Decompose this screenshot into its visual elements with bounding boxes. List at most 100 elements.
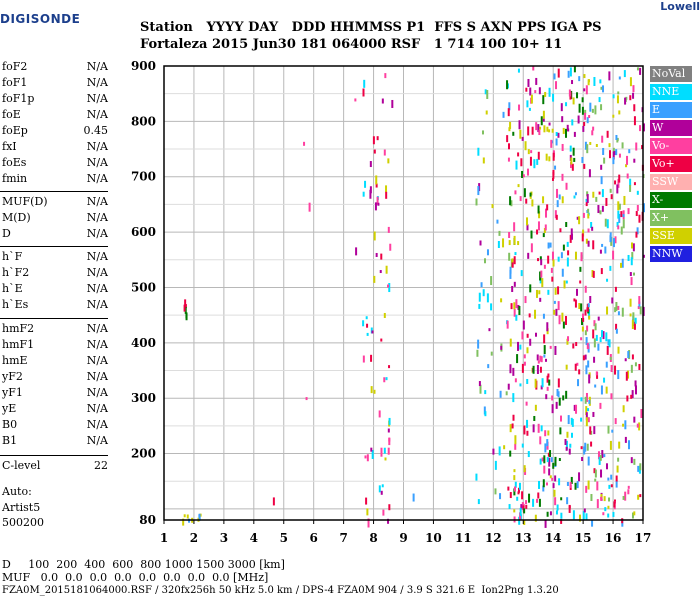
- data-point: [478, 292, 481, 302]
- data-point: [611, 297, 614, 304]
- data-point: [612, 511, 615, 517]
- data-point: [542, 110, 545, 119]
- data-point: [547, 452, 550, 457]
- data-point: [562, 395, 565, 401]
- data-point: [499, 390, 502, 398]
- data-point: [366, 454, 369, 462]
- data-point: [616, 221, 619, 227]
- data-point: [615, 149, 618, 156]
- param-value: N/A: [86, 76, 108, 89]
- data-point: [391, 99, 394, 108]
- data-point: [554, 345, 557, 355]
- data-point: [516, 496, 519, 501]
- data-point: [535, 77, 538, 85]
- data-point: [561, 116, 564, 123]
- data-point: [583, 508, 586, 513]
- data-point: [599, 454, 602, 461]
- data-point: [607, 505, 610, 509]
- data-point: [552, 462, 555, 469]
- data-point: [626, 155, 629, 165]
- data-point: [599, 337, 602, 343]
- data-point: [627, 489, 630, 495]
- data-point: [374, 202, 377, 211]
- data-point: [486, 89, 489, 99]
- data-point: [587, 360, 590, 368]
- data-point: [583, 121, 586, 126]
- data-point: [551, 477, 554, 481]
- data-point: [642, 123, 645, 132]
- data-point: [537, 221, 540, 231]
- data-point: [586, 144, 589, 154]
- y-tick-label: 300: [131, 391, 156, 405]
- data-point: [614, 180, 617, 185]
- data-point: [412, 493, 415, 502]
- data-point: [527, 252, 530, 259]
- data-point: [583, 163, 586, 169]
- data-point: [494, 460, 497, 470]
- data-point: [388, 504, 391, 511]
- data-point: [566, 338, 569, 345]
- data-point: [547, 373, 550, 378]
- data-point: [639, 463, 642, 471]
- data-point: [599, 402, 602, 409]
- param-value: N/A: [86, 108, 108, 121]
- data-point: [593, 468, 596, 474]
- data-point: [509, 364, 512, 374]
- data-point: [554, 497, 557, 506]
- data-point: [635, 231, 638, 238]
- data-point: [597, 205, 600, 214]
- data-point: [506, 135, 509, 143]
- data-point: [370, 354, 373, 362]
- data-point: [485, 110, 488, 115]
- data-point: [556, 200, 559, 208]
- data-point: [633, 182, 636, 186]
- data-point: [586, 342, 589, 349]
- data-point: [581, 318, 584, 326]
- data-point: [535, 122, 538, 131]
- data-point: [601, 189, 604, 198]
- data-point: [566, 124, 569, 131]
- data-point: [507, 157, 510, 162]
- data-point: [555, 131, 558, 136]
- data-point: [543, 345, 546, 355]
- data-point: [630, 364, 633, 373]
- data-point: [545, 394, 548, 400]
- data-point: [385, 265, 388, 274]
- data-point: [556, 188, 559, 198]
- separator-line: [0, 455, 108, 456]
- data-point: [527, 149, 530, 155]
- data-point: [586, 191, 589, 197]
- data-point: [542, 233, 545, 238]
- data-point: [578, 472, 581, 482]
- data-point: [521, 491, 524, 500]
- x-tick-label: 6: [310, 531, 318, 545]
- param-value: N/A: [86, 227, 108, 240]
- logo-line2: DIGISONDE: [0, 12, 81, 26]
- data-point: [587, 346, 590, 350]
- data-point: [526, 378, 529, 384]
- logo-line1: Lowell: [660, 0, 700, 13]
- data-point: [544, 224, 547, 231]
- data-point: [534, 90, 537, 94]
- data-point: [384, 73, 387, 79]
- data-point: [617, 225, 620, 230]
- data-point: [629, 298, 632, 307]
- data-point: [540, 270, 543, 278]
- data-point: [198, 513, 201, 517]
- footer-file-info: FZA0M_2015181064000.RSF / 320fx256h 50 k…: [2, 585, 559, 596]
- data-point: [370, 386, 373, 394]
- data-point: [614, 286, 617, 292]
- data-point: [574, 192, 577, 196]
- data-point: [543, 334, 546, 344]
- data-point: [479, 384, 482, 394]
- data-point: [511, 285, 514, 292]
- param-value: N/A: [86, 386, 108, 399]
- data-point: [620, 211, 623, 218]
- data-point: [585, 337, 588, 346]
- data-point: [537, 258, 540, 262]
- data-point: [598, 191, 601, 195]
- param-name: MUF(D): [2, 195, 48, 208]
- data-point: [617, 370, 620, 380]
- data-point: [515, 314, 518, 321]
- data-point: [518, 120, 521, 130]
